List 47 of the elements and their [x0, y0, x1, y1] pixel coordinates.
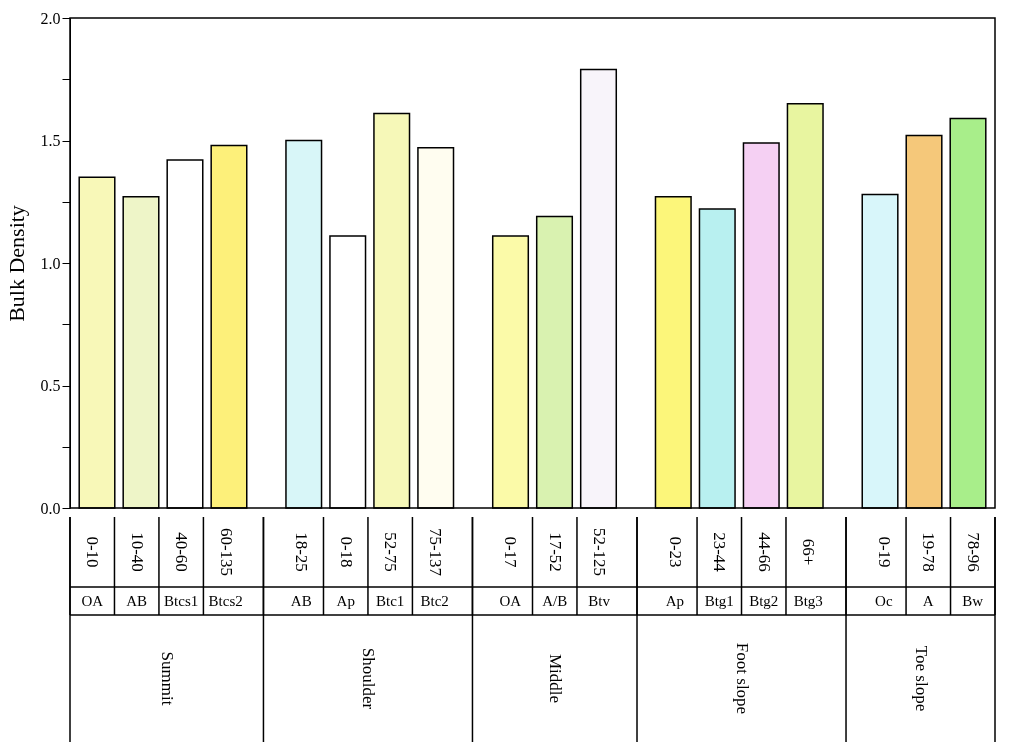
- y-tick-label: 0.0: [40, 499, 61, 517]
- text: Btcs2: [208, 593, 243, 609]
- text: OA: [81, 593, 104, 609]
- text: Btc1: [376, 593, 405, 609]
- x-tick-label: 0-17: [501, 536, 521, 569]
- y-tick-label: 1.0: [40, 254, 61, 272]
- x-tick-label: 60-135: [216, 527, 236, 577]
- text: A: [922, 593, 934, 609]
- x-tick-label: 44-66: [754, 532, 774, 572]
- text: OA: [499, 593, 522, 609]
- y-tick-label: 1.5: [40, 132, 61, 149]
- text: Foot slope: [732, 642, 752, 715]
- x-tick-label: 19-78: [919, 532, 939, 572]
- text: Btc2: [420, 593, 449, 609]
- text: Btg2: [749, 593, 779, 609]
- x-tick-label: 0-23: [665, 536, 685, 568]
- text: AB: [126, 593, 148, 609]
- y-tick-label: 0.5: [40, 377, 61, 394]
- text: Btv: [588, 593, 611, 609]
- text: Ap: [336, 593, 355, 609]
- y-tick-label: 2.0: [40, 9, 61, 27]
- y-axis-title: Bulk Density: [3, 205, 29, 322]
- x-tick-label: 52-125: [590, 527, 610, 577]
- x-tick-label: 75-137: [425, 527, 445, 577]
- text: Summit: [157, 651, 177, 706]
- x-tick-label: 66+: [799, 538, 819, 566]
- text: Ap: [665, 593, 684, 609]
- x-tick-label: 40-60: [172, 532, 192, 572]
- text: AB: [290, 593, 312, 609]
- x-tick-label: 23-44: [710, 532, 730, 573]
- x-tick-label: 10-40: [127, 532, 147, 572]
- x-tick-label: 0-18: [336, 536, 356, 568]
- x-tick-label: 0-10: [83, 536, 103, 568]
- x-tick-label: 0-19: [874, 536, 894, 568]
- text: Shoulder: [358, 647, 378, 710]
- text: A/B: [542, 593, 568, 609]
- x-tick-label: 18-25: [292, 532, 312, 572]
- text: Toe slope: [911, 645, 931, 712]
- x-tick-label: 52-75: [381, 532, 401, 572]
- text: Btg3: [793, 593, 823, 609]
- text: Btg1: [704, 593, 734, 609]
- text: Oc: [875, 593, 893, 609]
- text: Btcs1: [164, 593, 199, 609]
- x-tick-label: 17-52: [545, 532, 565, 572]
- x-tick-label: 78-96: [963, 532, 983, 572]
- text: Bw: [962, 593, 984, 609]
- text: Middle: [545, 653, 565, 704]
